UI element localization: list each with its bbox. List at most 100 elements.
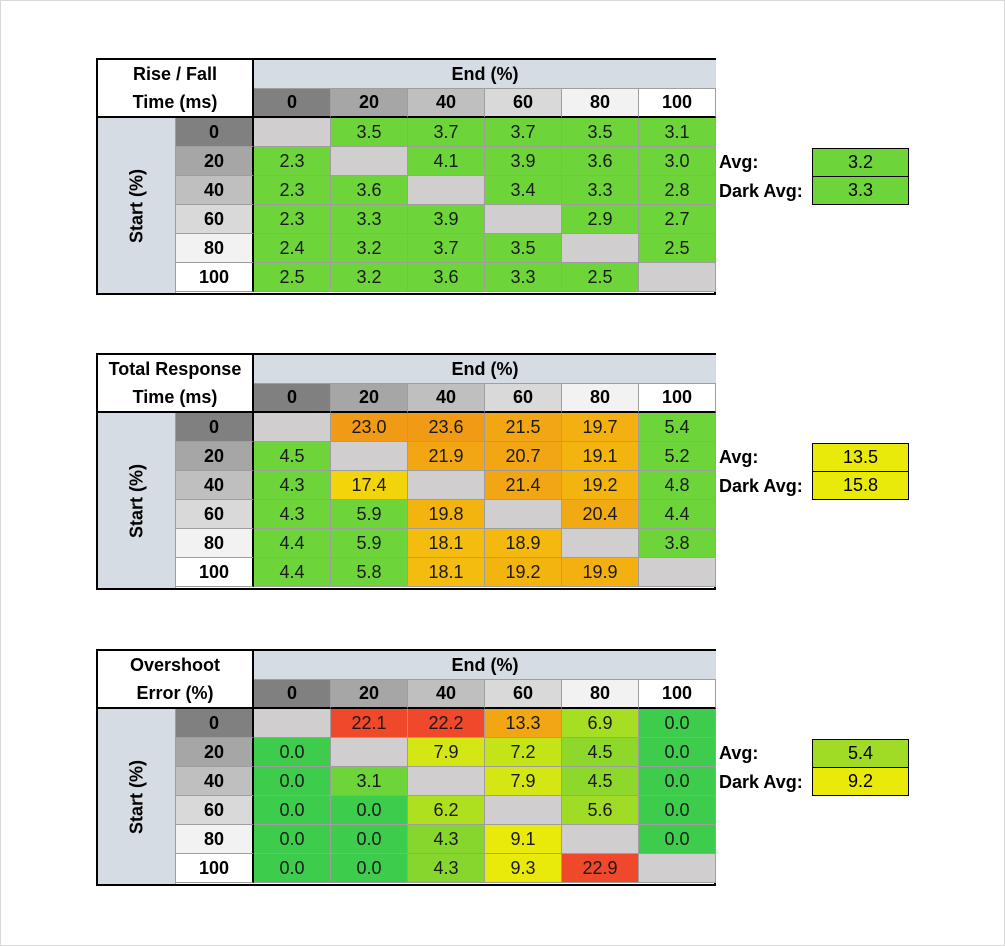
- data-cell: 0.0: [254, 767, 331, 796]
- data-cell: 0.0: [639, 767, 716, 796]
- data-cell: 3.8: [639, 529, 716, 558]
- data-cell: 6.9: [562, 709, 639, 738]
- data-cell: 22.9: [562, 854, 639, 883]
- row-header: 0: [176, 709, 254, 738]
- column-header: 20: [331, 89, 408, 118]
- avg-value: 3.2: [812, 148, 909, 177]
- data-cell: [331, 147, 408, 176]
- table-title: Overshoot Error (%): [98, 651, 254, 709]
- dark-avg-label: Dark Avg:: [719, 476, 803, 496]
- row-header: 60: [176, 500, 254, 529]
- start-header: Start (%): [98, 413, 176, 588]
- row-header: 40: [176, 176, 254, 205]
- data-cell: [254, 709, 331, 738]
- end-header: End (%): [254, 355, 716, 384]
- column-header: 100: [639, 680, 716, 709]
- data-cell: 3.5: [562, 118, 639, 147]
- avg-label: Avg:: [719, 743, 759, 763]
- data-cell: 3.1: [331, 767, 408, 796]
- dark-avg-value: 9.2: [812, 767, 909, 796]
- data-cell: 4.5: [254, 442, 331, 471]
- data-cell: 3.9: [408, 205, 485, 234]
- data-cell: 17.4: [331, 471, 408, 500]
- column-header: 40: [408, 680, 485, 709]
- data-cell: 22.1: [331, 709, 408, 738]
- data-cell: 3.6: [331, 176, 408, 205]
- row-header: 100: [176, 854, 254, 883]
- column-header: 20: [331, 384, 408, 413]
- data-cell: [485, 500, 562, 529]
- data-cell: 19.2: [485, 558, 562, 587]
- start-header-label: Start (%): [126, 463, 146, 538]
- column-header: 100: [639, 384, 716, 413]
- end-header: End (%): [254, 60, 716, 89]
- data-cell: 19.9: [562, 558, 639, 587]
- avg-value: 5.4: [812, 739, 909, 768]
- data-cell: 3.6: [562, 147, 639, 176]
- row-header: 80: [176, 234, 254, 263]
- data-cell: [408, 176, 485, 205]
- data-cell: 18.1: [408, 558, 485, 587]
- data-cell: 5.8: [331, 558, 408, 587]
- data-cell: 4.8: [639, 471, 716, 500]
- data-cell: 3.2: [331, 234, 408, 263]
- data-cell: [562, 825, 639, 854]
- row-header: 100: [176, 263, 254, 292]
- data-cell: 13.3: [485, 709, 562, 738]
- response-table-2: Overshoot Error (%) End (%) Start (%) 0 20 40…: [96, 649, 716, 886]
- row-header: 80: [176, 825, 254, 854]
- column-header: 0: [254, 89, 331, 118]
- data-cell: 2.5: [639, 234, 716, 263]
- data-cell: [408, 471, 485, 500]
- data-cell: 2.3: [254, 147, 331, 176]
- start-header-label: Start (%): [126, 759, 146, 834]
- data-cell: 9.1: [485, 825, 562, 854]
- data-cell: 3.7: [485, 118, 562, 147]
- data-cell: 5.9: [331, 529, 408, 558]
- data-cell: 19.7: [562, 413, 639, 442]
- column-header: 40: [408, 384, 485, 413]
- data-cell: [331, 442, 408, 471]
- data-cell: 2.7: [639, 205, 716, 234]
- data-cell: 23.0: [331, 413, 408, 442]
- column-header: 80: [562, 384, 639, 413]
- data-cell: [485, 796, 562, 825]
- data-cell: [485, 205, 562, 234]
- start-header-label: Start (%): [126, 168, 146, 243]
- data-cell: 23.6: [408, 413, 485, 442]
- data-cell: 7.9: [485, 767, 562, 796]
- data-cell: 18.9: [485, 529, 562, 558]
- data-cell: 4.1: [408, 147, 485, 176]
- row-header: 0: [176, 118, 254, 147]
- data-cell: 0.0: [254, 854, 331, 883]
- data-cell: 0.0: [254, 825, 331, 854]
- column-header: 0: [254, 680, 331, 709]
- data-cell: [562, 234, 639, 263]
- row-header: 40: [176, 471, 254, 500]
- data-cell: 2.8: [639, 176, 716, 205]
- row-header: 20: [176, 442, 254, 471]
- dark-avg-value: 15.8: [812, 471, 909, 500]
- table-title: Rise / Fall Time (ms): [98, 60, 254, 118]
- data-cell: 4.4: [639, 500, 716, 529]
- data-cell: 3.4: [485, 176, 562, 205]
- data-cell: 3.7: [408, 234, 485, 263]
- response-table-1: Total Response Time (ms) End (%) Start (%)…: [96, 353, 716, 590]
- row-header: 80: [176, 529, 254, 558]
- data-cell: 20.4: [562, 500, 639, 529]
- table-title: Total Response Time (ms): [98, 355, 254, 413]
- data-cell: 19.2: [562, 471, 639, 500]
- data-cell: 4.4: [254, 529, 331, 558]
- response-table-0: Rise / Fall Time (ms) End (%) Start (%) 0 20…: [96, 58, 716, 295]
- data-cell: 3.3: [485, 263, 562, 292]
- data-cell: 3.3: [562, 176, 639, 205]
- data-cell: 3.9: [485, 147, 562, 176]
- data-cell: 19.8: [408, 500, 485, 529]
- data-cell: 3.1: [639, 118, 716, 147]
- data-cell: 2.3: [254, 205, 331, 234]
- data-cell: 4.5: [562, 767, 639, 796]
- row-header: 20: [176, 738, 254, 767]
- data-cell: 7.2: [485, 738, 562, 767]
- data-cell: 0.0: [331, 825, 408, 854]
- data-cell: [562, 529, 639, 558]
